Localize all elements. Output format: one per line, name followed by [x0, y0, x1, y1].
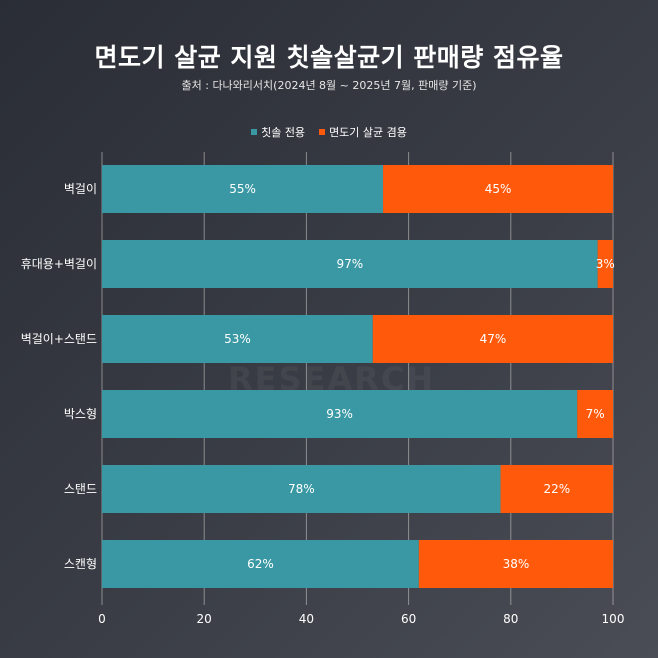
bar-value-label: 38% — [503, 557, 530, 571]
chart-source: 출처 : 다나와리서치(2024년 8월 ~ 2025년 7월, 판매량 기준) — [181, 79, 477, 92]
bar-segment — [102, 540, 419, 588]
bar-segment — [102, 315, 373, 363]
bar-value-label: 7% — [586, 407, 605, 421]
bar-segment — [102, 165, 384, 213]
x-tick-label: 40 — [299, 612, 314, 626]
x-tick-label: 100 — [602, 612, 625, 626]
bar-value-label: 47% — [480, 332, 507, 346]
legend-item-razor-combo: 면도기 살균 겸용 — [319, 124, 407, 140]
bar-value-label: 78% — [288, 482, 315, 496]
x-tick-label: 60 — [401, 612, 416, 626]
bar-segment — [597, 240, 613, 288]
category-label: 스캔형 — [64, 557, 97, 571]
category-label: 벽걸이+스탠드 — [21, 332, 97, 346]
bar-value-label: 45% — [485, 182, 512, 196]
bar-value-label: 97% — [336, 257, 363, 271]
bar-value-label: 93% — [326, 407, 353, 421]
category-label: 스탠드 — [64, 482, 97, 496]
bar-segment — [102, 390, 578, 438]
bar-segment — [102, 240, 598, 288]
bar-value-label: 3% — [596, 257, 615, 271]
bar-segment — [102, 465, 501, 513]
bar-segment — [577, 390, 613, 438]
x-tick-label: 20 — [197, 612, 212, 626]
category-label: 휴대용+벽걸이 — [21, 257, 97, 271]
x-tick-label: 80 — [503, 612, 518, 626]
legend-swatch-razor-combo — [319, 129, 326, 135]
bar-value-label: 62% — [247, 557, 274, 571]
bar-value-label: 55% — [229, 182, 256, 196]
legend-label-razor-combo: 면도기 살균 겸용 — [329, 126, 407, 139]
bar-value-label: 22% — [543, 482, 570, 496]
chart-title: 면도기 살균 지원 칫솔살균기 판매량 점유율 — [94, 43, 564, 72]
category-label: 벽걸이 — [64, 182, 97, 196]
category-label: 박스형 — [64, 407, 97, 421]
legend-label-toothbrush-only: 칫솔 전용 — [261, 126, 306, 139]
bar-segment — [383, 165, 613, 213]
legend-swatch-toothbrush-only — [251, 129, 258, 135]
legend-item-toothbrush-only: 칫솔 전용 — [251, 124, 305, 140]
bar-segment — [500, 465, 613, 513]
bar-segment — [418, 540, 613, 588]
legend: 칫솔 전용 면도기 살균 겸용 — [0, 124, 658, 140]
bar-value-label: 53% — [224, 332, 251, 346]
x-tick-label: 0 — [98, 612, 106, 626]
bar-segment — [372, 315, 613, 363]
